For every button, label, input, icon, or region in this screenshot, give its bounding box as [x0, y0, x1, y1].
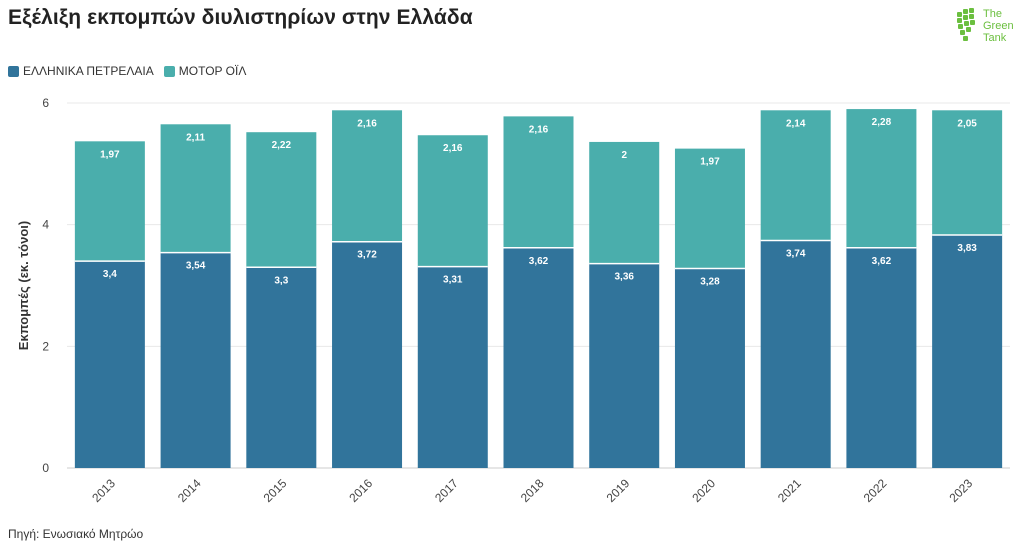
legend-label-series2: ΜΟΤΟΡ ΟΪΛ: [178, 64, 247, 78]
x-tick-label: 2022: [861, 476, 890, 505]
green-tank-logo-icon: [957, 8, 975, 41]
data-label: 3,3: [274, 275, 288, 286]
chart-title: Εξέλιξη εκπομπών διυλιστηρίων στην Ελλάδ…: [8, 6, 473, 29]
bar-segment-series1: [332, 241, 403, 468]
logo-text-line: The: [983, 8, 1002, 20]
data-label: 1,97: [100, 149, 120, 160]
bar-segment-series1: [932, 235, 1003, 468]
green-tank-logo: The Green Tank: [955, 6, 1021, 52]
data-label: 2,22: [272, 140, 292, 151]
bar-segment-series1: [589, 263, 660, 468]
data-label: 2: [621, 150, 627, 161]
data-label: 2,16: [443, 143, 463, 154]
x-tick-label: 2014: [175, 476, 204, 505]
y-tick-label: 2: [42, 339, 49, 353]
chart-legend: ΕΛΛΗΝΙΚΑ ΠΕΤΡΕΛΑΙΑ ΜΟΤΟΡ ΟΪΛ: [8, 64, 246, 78]
bar-segment-series1: [760, 240, 831, 468]
x-tick-label: 2023: [946, 476, 975, 505]
bar-segment-series2: [417, 135, 488, 267]
y-tick-label: 0: [42, 461, 49, 475]
x-tick-label: 2017: [432, 476, 461, 505]
bar-segment-series2: [246, 132, 317, 268]
data-label: 3,54: [186, 261, 206, 272]
data-label: 2,16: [357, 118, 377, 129]
data-label: 3,83: [957, 243, 977, 254]
bar-segment-series2: [589, 141, 660, 264]
source-note: Πηγή: Ενωσιακό Μητρώο: [8, 527, 144, 541]
bar-segment-series2: [846, 109, 917, 248]
data-label: 3,31: [443, 275, 463, 286]
data-label: 2,11: [186, 132, 205, 143]
bar-segment-series1: [503, 247, 574, 468]
logo-text: The Green Tank: [983, 8, 1014, 44]
x-tick-label: 2019: [604, 476, 633, 505]
bar-segment-series2: [503, 116, 574, 248]
logo-text-line: Green: [983, 20, 1014, 32]
bar-segment-series2: [74, 141, 145, 262]
logo-text-line: Tank: [983, 32, 1007, 44]
x-tick-label: 2013: [89, 476, 118, 505]
bar-segment-series2: [160, 124, 231, 253]
bar-segment-series1: [246, 267, 317, 468]
legend-item-series2[interactable]: ΜΟΤΟΡ ΟΪΛ: [163, 64, 247, 78]
data-label: 1,97: [700, 157, 720, 168]
data-label: 3,62: [872, 256, 892, 267]
x-tick-label: 2018: [518, 476, 547, 505]
bar-segment-series1: [674, 268, 745, 468]
data-label: 3,62: [529, 256, 549, 267]
legend-swatch-series2: [163, 65, 175, 77]
x-tick-label: 2015: [261, 476, 290, 505]
data-label: 2,14: [786, 118, 806, 129]
y-tick-label: 4: [42, 218, 49, 232]
bar-segment-series2: [332, 110, 403, 242]
bar-segment-series1: [417, 266, 488, 468]
data-label: 3,74: [786, 248, 806, 259]
bar-segment-series1: [846, 247, 917, 468]
legend-swatch-series1: [8, 65, 19, 77]
bar-segment-series1: [74, 261, 145, 468]
data-label: 3,28: [700, 276, 720, 287]
data-label: 2,28: [872, 117, 892, 128]
data-label: 2,16: [529, 124, 549, 135]
bar-segment-series1: [160, 252, 231, 468]
data-label: 3,72: [357, 250, 377, 261]
y-axis-title: Εκπομπές (εκ. τόνοι): [16, 221, 31, 350]
data-label: 3,36: [614, 272, 634, 283]
data-label: 2,05: [957, 118, 977, 129]
legend-item-series1[interactable]: ΕΛΛΗΝΙΚΑ ΠΕΤΡΕΛΑΙΑ: [8, 64, 154, 78]
legend-label-series1: ΕΛΛΗΝΙΚΑ ΠΕΤΡΕΛΑΙΑ: [23, 64, 154, 78]
bar-segment-series2: [932, 110, 1003, 236]
x-tick-label: 2016: [346, 476, 375, 505]
data-label: 3,4: [103, 269, 117, 280]
y-tick-label: 6: [42, 96, 49, 110]
bar-segment-series2: [760, 110, 831, 241]
x-tick-label: 2021: [775, 476, 804, 505]
x-tick-label: 2020: [689, 476, 718, 505]
bar-segment-series2: [674, 148, 745, 269]
